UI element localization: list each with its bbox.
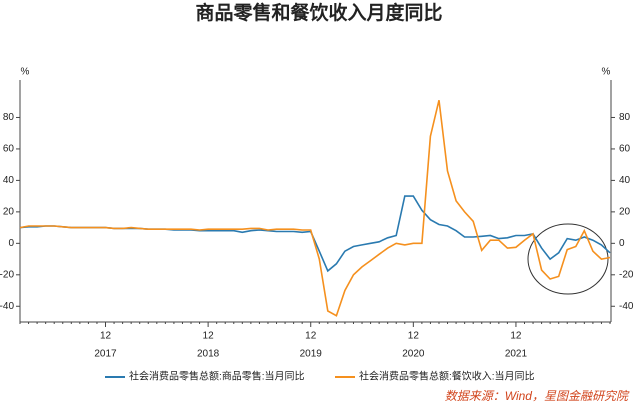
year-label: 2021 [505, 349, 528, 360]
y2-tick-label: 80 [619, 112, 631, 123]
y-tick-label: -40 [0, 301, 14, 312]
x-tick-label: 12 [408, 331, 420, 342]
x-tick-label: 12 [510, 331, 522, 342]
highlight-circle [527, 223, 609, 295]
legend-label: 社会消费品零售总额:餐饮收入:当月同比 [359, 370, 535, 383]
x-tick-label: 12 [100, 331, 112, 342]
y2-tick-label: 40 [619, 175, 631, 186]
y2-tick-label: -20 [619, 269, 634, 280]
series-line [19, 195, 611, 273]
y-tick-label: 60 [3, 144, 15, 155]
y2-unit: % [602, 67, 611, 78]
y2-tick-label: 60 [619, 144, 631, 155]
source: 数据来源：Wind，星图金融研究院 [445, 389, 630, 403]
x-tick-label: 12 [203, 331, 215, 342]
x-tick-label: 12 [305, 331, 317, 342]
y-tick-label: 80 [3, 112, 15, 123]
y-tick-label: -20 [0, 269, 14, 280]
chart-title: 商品零售和餐饮收入月度同比 [195, 1, 442, 24]
year-label: 2017 [94, 349, 117, 360]
y-tick-label: 20 [3, 207, 15, 218]
year-label: 2018 [197, 349, 220, 360]
year-label: 2019 [300, 349, 323, 360]
series-line [19, 100, 611, 317]
legend-label: 社会消费品零售总额:商品零售:当月同比 [129, 370, 305, 383]
y2-tick-label: 20 [619, 207, 631, 218]
y2-tick-label: 0 [619, 238, 625, 249]
y2-tick-label: -40 [619, 301, 634, 312]
y-tick-label: 40 [3, 175, 15, 186]
y-tick-label: 0 [8, 238, 14, 249]
year-label: 2020 [402, 349, 425, 360]
y-unit: % [21, 67, 30, 78]
